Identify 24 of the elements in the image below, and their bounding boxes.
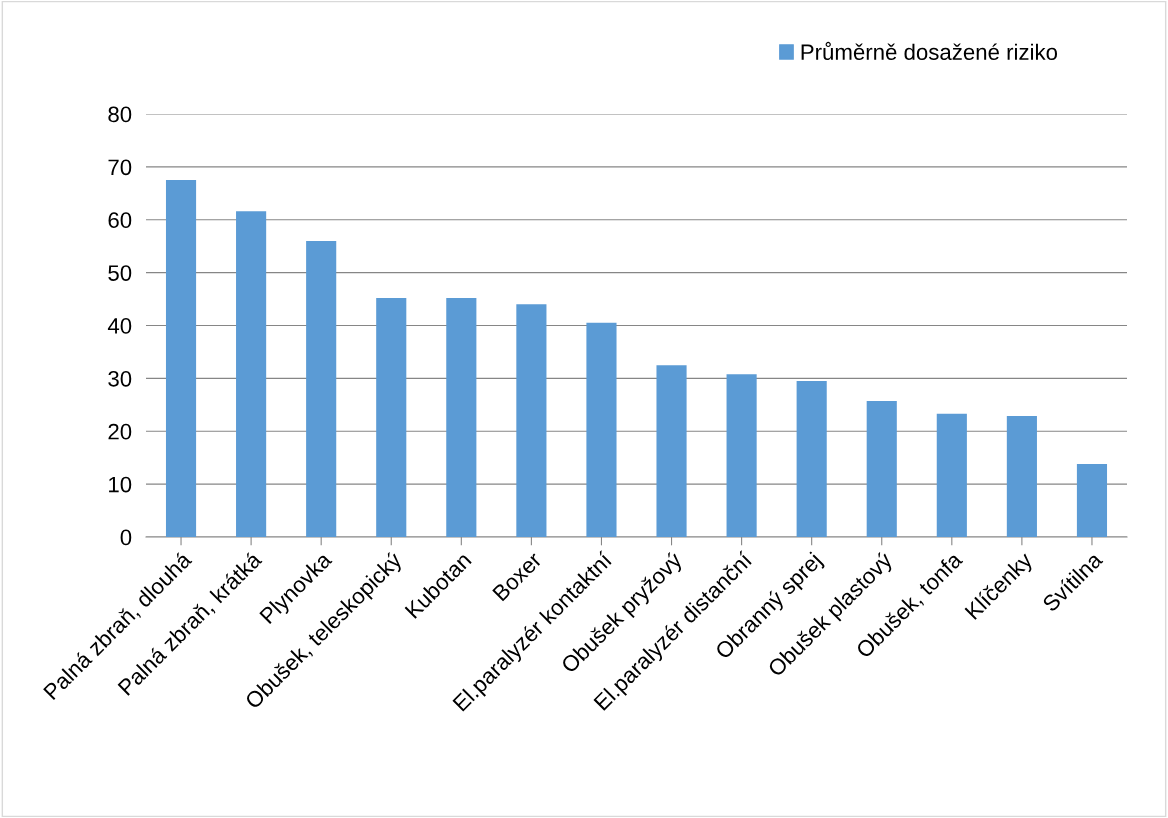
bar <box>936 413 967 537</box>
bar <box>376 298 407 537</box>
bar <box>516 304 547 537</box>
y-tick-label: 50 <box>108 265 132 281</box>
bar <box>1006 415 1037 537</box>
legend-label: Průměrně dosažené riziko <box>801 41 1058 60</box>
bar <box>866 401 897 537</box>
bar <box>586 322 617 537</box>
bar <box>656 365 687 537</box>
bar <box>306 240 337 537</box>
bar <box>446 298 477 537</box>
y-tick-label: 70 <box>108 159 132 176</box>
y-tick-label: 0 <box>120 529 132 546</box>
bar <box>796 381 827 537</box>
bar <box>236 211 267 537</box>
bar <box>1076 464 1108 537</box>
y-tick-label: 80 <box>108 106 132 123</box>
bar <box>165 180 197 537</box>
bar <box>726 374 757 537</box>
y-tick-label: 60 <box>108 212 132 229</box>
y-tick-label: 30 <box>108 370 132 387</box>
y-tick-label: 40 <box>107 318 132 334</box>
y-tick-label: 10 <box>109 476 132 493</box>
y-tick-label: 20 <box>108 423 132 440</box>
